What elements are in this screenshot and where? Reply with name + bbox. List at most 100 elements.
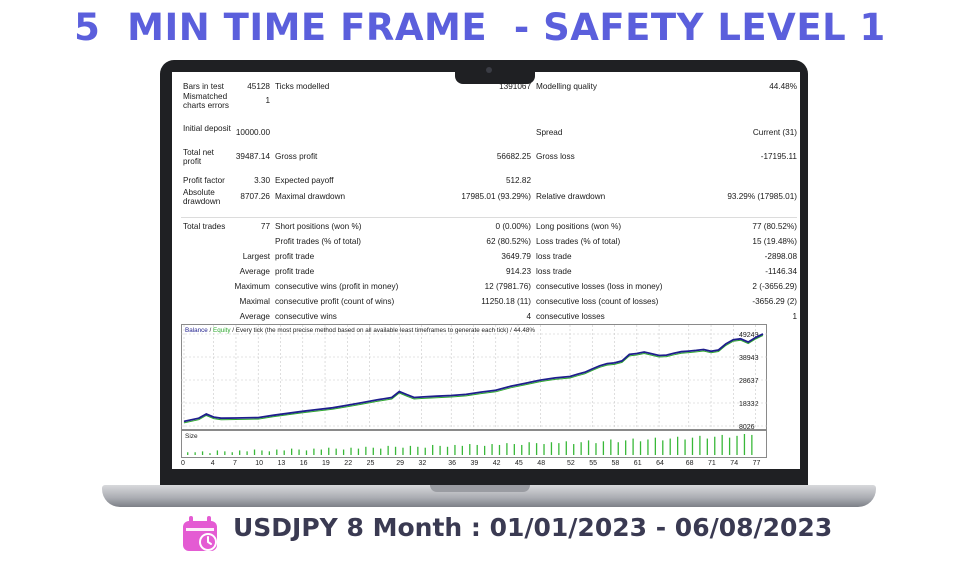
report-cell-v3: Current (31) bbox=[752, 128, 797, 137]
balance-chart: 49249 38943 28637 18332 8026 0 4 7 10 13 16 19 22 25 2… bbox=[181, 324, 767, 467]
report-cell-v2: 4 bbox=[526, 312, 531, 321]
report-cell-l1: Total net profit bbox=[183, 148, 214, 166]
report-divider bbox=[181, 217, 797, 218]
x-tick-label: 48 bbox=[537, 460, 545, 466]
y-tick-label: 38943 bbox=[739, 355, 759, 362]
report-cell-l2: profit trade bbox=[275, 267, 315, 276]
report-cell-v3: 44.48% bbox=[769, 82, 797, 91]
x-tick-label: 19 bbox=[322, 460, 330, 466]
x-tick-label: 10 bbox=[255, 460, 263, 466]
report-cell-l2: consecutive wins (profit in money) bbox=[275, 282, 399, 291]
report-cell-l2: Expected payoff bbox=[275, 176, 334, 185]
x-tick-label: 77 bbox=[753, 460, 761, 466]
report-cell-l1: Bars in test bbox=[183, 82, 224, 91]
x-tick-label: 4 bbox=[211, 460, 215, 466]
x-tick-label: 22 bbox=[344, 460, 352, 466]
report-cell-v2: 1391067 bbox=[499, 82, 531, 91]
webcam-notch bbox=[455, 60, 535, 84]
x-tick-label: 13 bbox=[278, 460, 286, 466]
report-cell-v2: 512.82 bbox=[505, 176, 531, 185]
report-cell-l2: profit trade bbox=[275, 252, 315, 261]
report-cell-v2: 0 (0.00%) bbox=[495, 222, 532, 231]
report-cell-l3: Spread bbox=[536, 128, 563, 137]
report-cell-l3: Relative drawdown bbox=[536, 192, 606, 201]
report-cell-v1: Maximum bbox=[234, 282, 270, 291]
report-cell-l2: Short positions (won %) bbox=[275, 222, 362, 231]
report-cell-v3: 1 bbox=[792, 312, 797, 321]
report-cell-v3: -3656.29 (2) bbox=[752, 297, 797, 306]
report-cell-l2: Ticks modelled bbox=[275, 82, 330, 91]
x-tick-label: 55 bbox=[589, 460, 597, 466]
report-cell-l1: Total trades bbox=[183, 222, 226, 231]
report-cell-l3: consecutive losses bbox=[536, 312, 605, 321]
headline: 5 MIN TIME FRAME - SAFETY LEVEL 1 bbox=[74, 6, 886, 49]
equity-line bbox=[183, 335, 764, 424]
report-cell-v1: 1 bbox=[265, 96, 270, 105]
y-tick-label: 8026 bbox=[739, 424, 755, 431]
report-cell-v3: 15 (19.48%) bbox=[752, 237, 797, 246]
x-tick-label: 74 bbox=[730, 460, 738, 466]
x-tick-label: 39 bbox=[471, 460, 479, 466]
report-cell-l1: Initial deposit bbox=[183, 124, 231, 133]
report-cell-l2: consecutive wins bbox=[275, 312, 337, 321]
x-tick-label: 52 bbox=[567, 460, 575, 466]
x-tick-label: 7 bbox=[233, 460, 237, 466]
report-cell-v2: 3649.79 bbox=[501, 252, 531, 261]
legend-sep1: / bbox=[208, 327, 213, 334]
x-tick-label: 0 bbox=[181, 460, 185, 466]
x-tick-label: 61 bbox=[634, 460, 642, 466]
report-cell-l3: loss trade bbox=[536, 267, 572, 276]
report-cell-l2: Gross profit bbox=[275, 152, 318, 161]
report-cell-l2: Maximal drawdown bbox=[275, 192, 346, 201]
report-cell-v2: 56682.25 bbox=[496, 152, 531, 161]
price-panel-frame bbox=[181, 324, 767, 430]
x-tick-label: 68 bbox=[686, 460, 694, 466]
balance-chart-svg: 49249 38943 28637 18332 8026 0 4 7 10 13 16 19 22 25 2… bbox=[181, 324, 767, 467]
report-cell-v2: 17985.01 (93.29%) bbox=[461, 192, 531, 201]
report-cell-v1: Largest bbox=[242, 252, 270, 261]
legend-rest: / Every tick (the most precise method ba… bbox=[231, 327, 536, 334]
x-tick-label: 36 bbox=[448, 460, 456, 466]
report-cell-l3: Gross loss bbox=[536, 152, 575, 161]
y-tick-label: 28637 bbox=[739, 378, 759, 385]
report-cell-v1: 3.30 bbox=[254, 176, 270, 185]
report-cell-v1: Average bbox=[239, 267, 270, 276]
webcam-icon bbox=[486, 67, 492, 73]
footer-caption: USDJPY 8 Month : 01/01/2023 - 06/08/2023 bbox=[233, 513, 833, 542]
report-cell-l2: Profit trades (% of total) bbox=[275, 237, 362, 246]
report-cell-v2: 12 (7981.76) bbox=[484, 282, 531, 291]
report-cell-l3: loss trade bbox=[536, 252, 572, 261]
report-cell-l1: Absolute drawdown bbox=[183, 188, 221, 206]
report-cell-l3: consecutive loss (count of losses) bbox=[536, 297, 659, 306]
report-cell-v1: 39487.14 bbox=[235, 152, 270, 161]
report-cell-v1: 10000.00 bbox=[235, 128, 270, 137]
volume-label: Size bbox=[185, 433, 198, 440]
report-cell-l2: consecutive profit (count of wins) bbox=[275, 297, 395, 306]
x-tick-label: 64 bbox=[656, 460, 664, 466]
laptop-base-notch bbox=[430, 485, 530, 492]
report-cell-v2: 11250.18 (11) bbox=[481, 297, 531, 306]
report-cell-v2: 62 (80.52%) bbox=[486, 237, 531, 246]
legend-equity: Equity bbox=[213, 327, 231, 334]
x-tick-label: 58 bbox=[612, 460, 620, 466]
report-cell-v3: -17195.11 bbox=[760, 152, 797, 161]
report-cell-v1: 77 bbox=[260, 222, 270, 231]
report-cell-l3: Modelling quality bbox=[536, 82, 597, 91]
y-tick-label: 18332 bbox=[739, 401, 759, 408]
report-cell-v1: Maximal bbox=[239, 297, 270, 306]
report-cell-l3: Long positions (won %) bbox=[536, 222, 622, 231]
report-cell-v3: 77 (80.52%) bbox=[752, 222, 797, 231]
chart-legend: Balance / Equity / Every tick (the most … bbox=[185, 327, 535, 334]
legend-balance: Balance bbox=[185, 327, 208, 334]
x-tick-label: 25 bbox=[367, 460, 375, 466]
x-tick-label: 71 bbox=[708, 460, 716, 466]
volume-panel-frame bbox=[181, 430, 767, 458]
x-tick-label: 32 bbox=[419, 460, 427, 466]
report-cell-v1: Average bbox=[239, 312, 270, 321]
x-tick-label: 45 bbox=[515, 460, 523, 466]
report-cell-l1: Profit factor bbox=[183, 176, 225, 185]
report-cell-l3: consecutive losses (loss in money) bbox=[536, 282, 663, 291]
report-cell-v3: -2898.08 bbox=[764, 252, 797, 261]
calendar-clock-icon bbox=[183, 516, 217, 551]
laptop-base bbox=[102, 485, 876, 507]
